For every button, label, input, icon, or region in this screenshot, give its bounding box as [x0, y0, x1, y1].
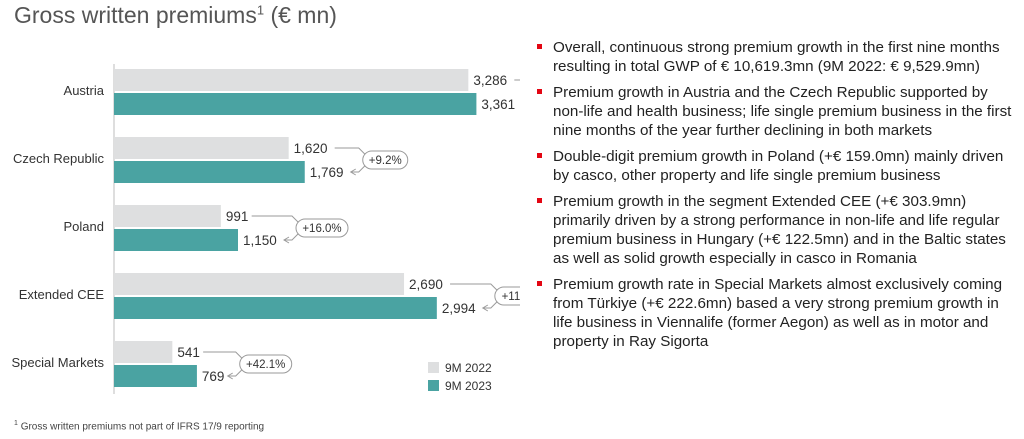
bar-9m-2022: [114, 205, 221, 227]
commentary-item-3: Double-digit premium growth in Poland (+…: [537, 147, 1017, 185]
bar-9m-2022: [114, 341, 173, 363]
growth-connector: [514, 79, 520, 81]
value-label-2022: 3,286: [473, 73, 507, 88]
chart-title-footnote-mark: 1: [256, 2, 265, 18]
growth-label: +16.0%: [302, 223, 341, 235]
bullet-marker: [537, 153, 542, 158]
bar-9m-2022: [114, 69, 469, 91]
legend-swatch: [428, 362, 439, 373]
legend-label: 9M 2022: [445, 361, 492, 375]
legend-label: 9M 2023: [445, 379, 492, 393]
growth-arrowhead: [349, 168, 357, 176]
commentary-item-2: Premium growth in Austria and the Czech …: [537, 83, 1017, 140]
category-label: Special Markets: [12, 355, 105, 370]
value-label-2023: 769: [202, 369, 225, 384]
chart-title-unit: (€ mn): [270, 2, 337, 28]
value-label-2022: 541: [177, 345, 200, 360]
value-label-2022: 1,620: [294, 141, 328, 156]
growth-label: +9.2%: [369, 155, 402, 167]
chart-title-main: Gross written premiums: [14, 2, 257, 28]
growth-badge: [362, 150, 409, 170]
value-label-2022: 2,690: [409, 277, 443, 292]
growth-badge: [295, 218, 349, 238]
commentary-text: Premium growth rate in Special Markets a…: [553, 276, 1003, 350]
growth-connector: [251, 215, 303, 227]
growth-connector: [203, 351, 247, 363]
category-label: Poland: [64, 219, 104, 234]
bullet-marker: [537, 89, 542, 94]
commentary-list: Overall, continuous strong premium growt…: [537, 38, 1017, 358]
bar-9m-2023: [114, 297, 437, 319]
value-label-2023: 1,150: [243, 233, 277, 248]
commentary-text: Double-digit premium growth in Poland (+…: [553, 148, 1004, 184]
value-label-2022: 991: [226, 209, 249, 224]
bullet-marker: [537, 198, 542, 203]
footnote-text: Gross written premiums not part of IFRS …: [20, 421, 265, 433]
growth-arrowhead: [226, 372, 233, 380]
bar-9m-2022: [114, 137, 289, 159]
commentary-text: Overall, continuous strong premium growt…: [553, 39, 1000, 75]
bar-9m-2023: [114, 229, 238, 251]
bar-9m-2023: [114, 161, 305, 183]
legend-swatch: [428, 380, 439, 391]
growth-label: +42.1%: [246, 359, 285, 371]
growth-connector: [450, 283, 502, 295]
bullet-marker: [537, 44, 542, 49]
category-label: Extended CEE: [19, 287, 105, 302]
growth-label: +11.3%: [502, 291, 520, 303]
category-label: Austria: [64, 83, 105, 98]
growth-arrowhead: [481, 304, 489, 312]
bar-9m-2022: [114, 273, 405, 295]
commentary-item-1: Overall, continuous strong premium growt…: [537, 38, 1017, 76]
footnote: 1 Gross written premiums not part of IFR…: [14, 420, 264, 432]
value-label-2023: 2,994: [442, 301, 476, 316]
category-label: Czech Republic: [13, 151, 105, 166]
commentary-text: Premium growth in the segment Extended C…: [553, 193, 1006, 267]
bar-9m-2023: [114, 93, 477, 115]
commentary-text: Premium growth in Austria and the Czech …: [553, 84, 1012, 139]
growth-arrowhead: [283, 236, 290, 244]
bar-9m-2023: [114, 365, 197, 387]
footnote-mark: 1: [14, 420, 18, 427]
growth-badge: [239, 354, 293, 374]
value-label-2023: 3,361: [481, 97, 515, 112]
chart-title: Gross written premiums1 (€ mn): [14, 2, 337, 29]
growth-badge: [494, 286, 520, 306]
bullet-marker: [537, 281, 542, 286]
value-label-2023: 1,769: [310, 165, 344, 180]
commentary-item-4: Premium growth in the segment Extended C…: [537, 192, 1017, 268]
commentary-item-5: Premium growth rate in Special Markets a…: [537, 275, 1017, 351]
